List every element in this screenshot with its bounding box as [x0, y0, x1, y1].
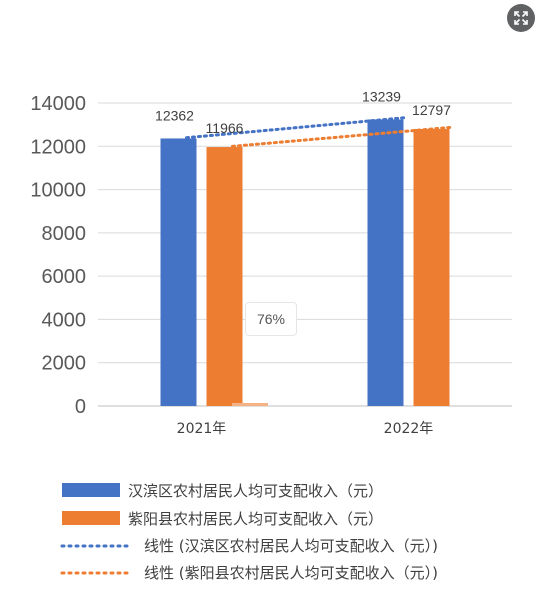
x-axis-categories: 2021年 2022年 [177, 421, 434, 437]
data-label: 13239 [362, 88, 401, 104]
y-axis-ticks: 0 2000 4000 6000 8000 10000 12000 14000 [30, 93, 86, 418]
y-tick-label: 10000 [30, 180, 86, 202]
legend-label: 线性 (汉滨区农村居民人均可支配收入（元）) [144, 537, 438, 555]
legend-label: 汉滨区农村居民人均可支配收入（元） [128, 482, 383, 500]
x-category-label: 2022年 [384, 421, 434, 437]
zoom-level-badge: 76% [245, 302, 297, 336]
y-tick-label: 8000 [42, 223, 87, 245]
legend: 汉滨区农村居民人均可支配收入（元） 紫阳县农村居民人均可支配收入（元） 线性 (汉滨… [60, 482, 438, 582]
legend-label: 紫阳县农村居民人均可支配收入（元） [128, 510, 383, 528]
bar-0-1 [367, 119, 404, 406]
expand-icon [514, 11, 528, 25]
bar-1-1 [413, 129, 450, 406]
gridlines [98, 102, 512, 407]
x-category-label: 2021年 [177, 421, 227, 437]
trendline-0 [185, 115, 409, 140]
y-tick-label: 0 [75, 396, 86, 418]
data-labels: 12362 11966 13239 12797 [155, 88, 451, 136]
trendline-1 [231, 125, 455, 148]
y-tick-label: 12000 [30, 136, 86, 158]
y-tick-label: 14000 [30, 93, 86, 115]
data-label: 11966 [206, 120, 244, 136]
data-label: 12362 [155, 107, 194, 123]
bar-1-0 [206, 147, 243, 406]
expand-button[interactable] [507, 4, 535, 32]
bars [160, 119, 450, 407]
legend-label: 线性 (紫阳县农村居民人均可支配收入（元）) [144, 564, 438, 582]
minor-bar-mark [232, 403, 268, 406]
legend-swatch-bar [62, 511, 120, 525]
y-tick-label: 6000 [42, 266, 87, 288]
bar-0-0 [160, 138, 197, 407]
data-label: 12797 [412, 102, 451, 118]
y-tick-label: 4000 [42, 309, 87, 331]
y-tick-label: 2000 [42, 353, 87, 375]
legend-swatch-bar [62, 483, 120, 497]
trendlines [185, 115, 455, 148]
